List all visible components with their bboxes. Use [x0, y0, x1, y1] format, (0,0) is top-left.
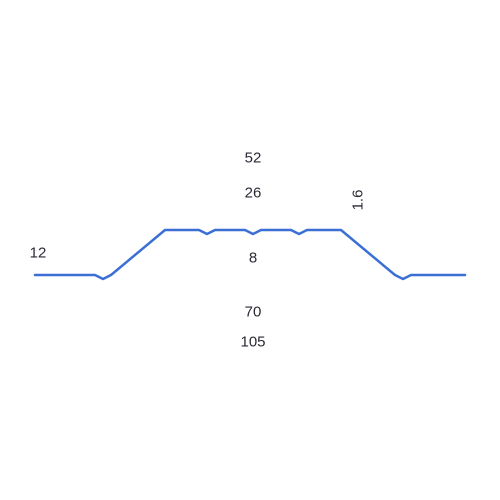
dim-105: 105 — [240, 334, 265, 351]
dim-12: 12 — [30, 245, 47, 262]
dim-26: 26 — [245, 185, 262, 202]
profile-diagram: 52 26 1.6 12 8 70 105 — [0, 0, 500, 500]
dim-52: 52 — [245, 150, 262, 167]
dim-16: 1.6 — [350, 190, 367, 211]
dim-8: 8 — [249, 250, 257, 267]
dim-70: 70 — [245, 304, 262, 321]
